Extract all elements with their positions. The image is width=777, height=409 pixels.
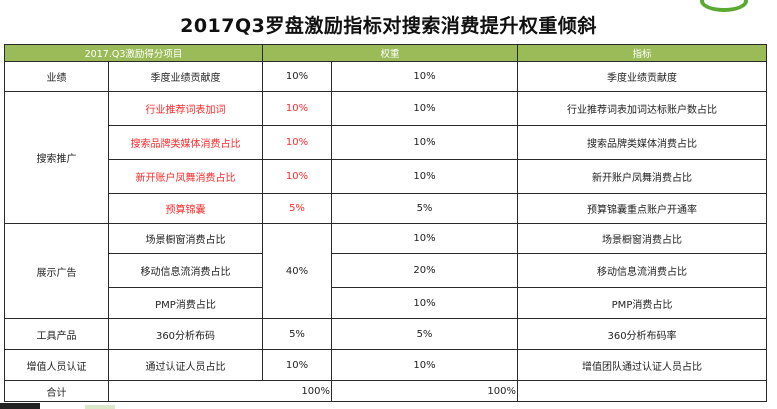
page-title: 2017Q3罗盘激励指标对搜索消费提升权重倾斜 [180,15,597,37]
weight-cell: 10% [330,125,519,160]
total-row: 合计 100% 100% [4,380,768,402]
item-cell: 场景橱窗消费占比 [108,223,263,254]
weight-cell: 10% [330,61,519,92]
category-cell: 展示广告 [4,223,109,319]
group-weight-cell: 10% [262,61,332,92]
table-row: 新开账户凤舞消费占比 10% 10% 新开账户凤舞消费占比 [5,159,768,194]
weight-cell: 10% [330,223,519,254]
table-row: 预算锦囊 5% 5% 预算锦囊重点账户开通率 [5,193,768,224]
weight-cell: 5% [330,193,519,224]
item-cell: 季度业绩贡献度 [108,61,263,92]
category-cell: 业绩 [4,61,109,92]
group-weight-cell: 10% [262,91,332,126]
header-score-item: 2017.Q3激励得分项目 [4,44,263,62]
indicator-cell: 移动信息流消费占比 [517,253,768,288]
indicator-cell: 360分析布码率 [517,318,768,350]
item-cell: 新开账户凤舞消费占比 [108,159,263,194]
item-cell: 搜索品牌类媒体消费占比 [108,125,263,160]
indicator-cell: 增值团队通过认证人员占比 [517,349,768,381]
weight-cell: 10% [330,159,519,194]
category-cell: 搜索推广 [4,91,109,224]
group-weight-cell: 10% [262,159,332,194]
table-row: 工具产品 360分析布码 5% 5% 360分析布码率 [4,318,768,350]
incentive-weight-table: 2017.Q3激励得分项目 权重 指标 业绩 季度业绩贡献度 10% 10% 季… [4,44,768,402]
table-row: PMP消费占比 10% PMP消费占比 [5,287,768,319]
group-weight-cell: 10% [262,125,332,160]
item-cell: 360分析布码 [108,318,263,350]
table-row: 增值人员认证 通过认证人员占比 10% 10% 增值团队通过认证人员占比 [4,349,768,381]
header-weight: 权重 [261,44,519,62]
group-weight-cell: 5% [262,193,332,224]
item-cell: PMP消费占比 [108,287,263,319]
weight-cell: 20% [330,253,519,288]
footer-decoration-arrow [85,405,115,409]
table-row: 搜索品牌类媒体消费占比 10% 10% 搜索品牌类媒体消费占比 [5,125,768,160]
indicator-cell: 搜索品牌类媒体消费占比 [517,125,768,160]
table-row: 业绩 季度业绩贡献度 10% 10% 季度业绩贡献度 [4,61,768,92]
table-row: 移动信息流消费占比 20% 移动信息流消费占比 [5,253,768,288]
table-row: 展示广告 场景橱窗消费占比 40% 10% 场景橱窗消费占比 [4,223,768,319]
footer-decoration [0,403,40,409]
category-cell: 增值人员认证 [4,349,109,381]
group-weight-cell: 40% [262,223,332,319]
indicator-cell: 新开账户凤舞消费占比 [517,159,768,194]
table-row: 搜索推广 行业推荐词表加词 10% 10% 行业推荐词表加词达标账户数占比 [4,91,768,224]
indicator-cell: PMP消费占比 [517,287,768,319]
item-cell: 预算锦囊 [108,193,263,224]
item-cell: 通过认证人员占比 [108,349,263,381]
item-cell: 移动信息流消费占比 [108,253,263,288]
weight-cell: 5% [330,318,519,350]
indicator-cell: 预算锦囊重点账户开通率 [517,193,768,224]
total-group-weight: 100% [108,380,332,402]
weight-cell: 10% [330,91,519,126]
header-indicator: 指标 [517,44,768,62]
indicator-cell: 季度业绩贡献度 [517,61,768,92]
group-weight-cell: 10% [262,349,332,381]
category-cell: 工具产品 [4,318,109,350]
indicator-cell: 场景橱窗消费占比 [517,223,768,254]
item-cell: 行业推荐词表加词 [108,91,263,126]
weight-cell: 10% [330,349,519,381]
total-label: 合计 [4,380,109,402]
total-weight: 100% [330,380,519,402]
weight-cell: 10% [330,287,519,319]
total-indicator [517,380,768,402]
table-header-row: 2017.Q3激励得分项目 权重 指标 [4,44,768,62]
group-weight-cell: 5% [262,318,332,350]
indicator-cell: 行业推荐词表加词达标账户数占比 [517,91,768,126]
